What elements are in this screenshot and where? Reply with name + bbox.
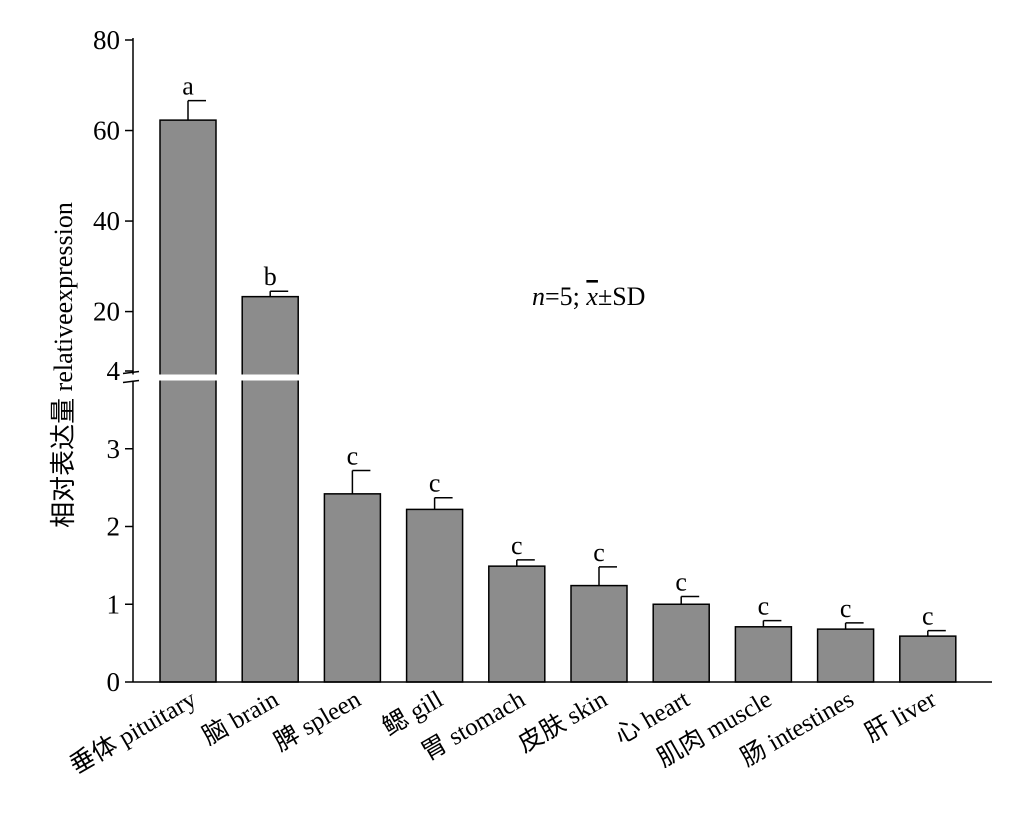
y-tick-label: 1 [107, 589, 121, 619]
y-tick-label: 40 [93, 206, 120, 236]
significance-label: c [758, 592, 770, 621]
y-axis-title: 相对表达量 relativeexpression [49, 202, 78, 528]
y-tick-label: 60 [93, 116, 120, 146]
bar [488, 565, 546, 683]
stats-annotation: n=5; x±SD [532, 282, 645, 311]
significance-label: c [429, 469, 441, 498]
significance-label: c [347, 442, 359, 471]
annotation-xbar: x [585, 282, 598, 311]
bar [734, 626, 793, 683]
bar [405, 508, 464, 683]
axis-break-mark [122, 379, 140, 384]
significance-label: c [840, 594, 852, 623]
annotation-sd: ±SD [598, 282, 646, 311]
annotation-n-rest: =5; [545, 282, 586, 311]
y-tick-label: 4 [107, 356, 121, 386]
bar [323, 493, 382, 683]
significance-label: c [593, 538, 605, 567]
category-label: 皮肤 skin [513, 685, 612, 758]
annotation-n: n [532, 282, 545, 311]
bar [570, 584, 628, 683]
y-tick-label: 20 [93, 297, 120, 327]
significance-label: c [511, 531, 523, 560]
y-tick-label: 80 [93, 25, 120, 55]
bar [816, 628, 875, 683]
axes-layer [122, 38, 992, 683]
bar [899, 635, 957, 683]
axis-break-mark [122, 370, 140, 375]
significance-label: c [922, 602, 934, 631]
significance-label: a [182, 72, 194, 101]
bar [652, 603, 710, 683]
significance-label: c [675, 567, 687, 596]
bar [159, 119, 217, 683]
category-label: 脾 spleen [269, 685, 366, 757]
y-tick-label: 2 [107, 512, 121, 542]
category-label: 脑 brain [198, 685, 284, 751]
bars-layer [159, 99, 957, 683]
y-tick-label: 0 [107, 667, 121, 697]
significance-label: b [264, 262, 277, 291]
category-label: 肝 liver [861, 685, 942, 747]
category-label: 垂体 pituitary [65, 685, 202, 780]
bar [241, 295, 299, 683]
axis-break-gap [127, 374, 311, 381]
y-tick-label: 3 [107, 434, 121, 464]
